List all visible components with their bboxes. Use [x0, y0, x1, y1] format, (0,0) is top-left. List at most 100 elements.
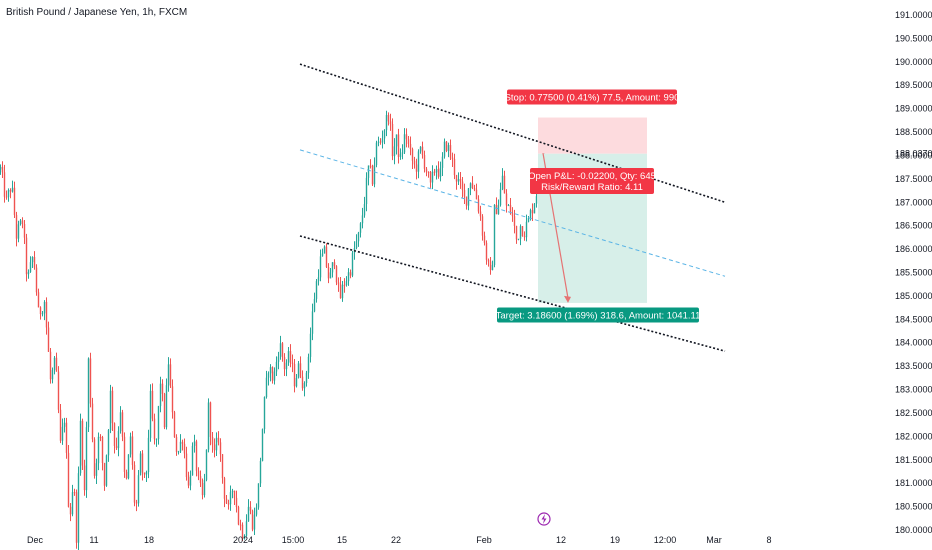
candle-body [197, 470, 200, 477]
candle-body [531, 210, 534, 214]
time-tick-label: 19 [610, 535, 620, 545]
candle-body [155, 439, 158, 441]
candle-body [423, 155, 426, 169]
candle-body [375, 142, 378, 165]
candle-body [11, 187, 14, 192]
candle-body [527, 218, 530, 222]
candle-body [461, 181, 464, 191]
time-axis[interactable]: Dec 11 18 2024 15:00 15 22 Feb 12 19 12:00 Mar 8 [27, 535, 772, 545]
candle-body [109, 390, 112, 431]
candle-body [467, 188, 470, 206]
candle-body [363, 204, 366, 216]
candle-body [143, 472, 146, 475]
candle-body [287, 351, 290, 363]
event-marker[interactable] [537, 512, 551, 526]
price-tick-label: 181.00000 [895, 478, 932, 488]
candle-body [137, 475, 140, 504]
candle-body [401, 152, 404, 154]
candle-body [229, 492, 232, 505]
candle-body [199, 476, 202, 483]
candle-body [111, 390, 114, 424]
candle-body [327, 267, 330, 279]
candle-body [43, 301, 46, 314]
stop-zone[interactable] [538, 117, 647, 154]
candle-body [475, 189, 478, 200]
candle-body [95, 463, 98, 476]
candle-body [85, 427, 88, 491]
candle-body [225, 498, 228, 504]
candle-body [299, 363, 302, 377]
pnl-label-text: Open P&L: -0.02200, Qty: 645 [528, 171, 656, 182]
price-tick-label: 190.00000 [895, 57, 932, 67]
candle-body [369, 165, 372, 167]
candle-body [485, 242, 488, 260]
candle-body [483, 235, 486, 243]
price-tick-label: 180.00000 [895, 525, 932, 535]
candle-body [103, 462, 106, 486]
candle-body [207, 402, 210, 450]
candle-body [0, 166, 2, 170]
candle-body [277, 356, 280, 362]
price-tick-label: 185.00000 [895, 291, 932, 301]
candle-body [201, 482, 204, 496]
candle-body [7, 189, 10, 197]
candle-body [315, 281, 318, 299]
candle-body [35, 267, 38, 293]
candle-body [191, 445, 194, 476]
channel-mid-line[interactable] [299, 149, 726, 277]
candle-body [493, 204, 496, 265]
candle-body [311, 311, 314, 334]
candle-body [303, 383, 306, 389]
candle-body [37, 292, 40, 308]
target-label[interactable]: Target: 3.18600 (1.69%) 318.6, Amount: 1… [496, 307, 701, 323]
candle-body [383, 130, 386, 139]
candle-body [309, 333, 312, 357]
candle-body [439, 167, 442, 177]
stop-label[interactable]: Stop: 0.77500 (0.41%) 77.5, Amount: 990 [505, 89, 680, 105]
candle-body [377, 141, 380, 143]
candle-body [153, 418, 156, 440]
price-tick-label: 184.00000 [895, 338, 932, 348]
candle-body [17, 224, 20, 239]
candle-body [127, 454, 130, 479]
candle-body [495, 204, 498, 215]
price-tick-label: 191.00000 [895, 10, 932, 20]
candle-body [425, 168, 428, 172]
candle-body [261, 429, 264, 461]
candle-body [489, 261, 492, 271]
candle-body [399, 153, 402, 157]
candle-body [333, 262, 336, 267]
candle-body [51, 370, 54, 380]
candle-body [355, 241, 358, 248]
candle-body [319, 256, 322, 278]
candle-body [473, 188, 476, 190]
channel-upper-line[interactable] [299, 63, 726, 204]
candle-body [159, 383, 162, 407]
candle-body [471, 183, 474, 189]
channel-lower-line[interactable] [299, 235, 726, 352]
candle-body [323, 246, 326, 254]
pnl-label[interactable]: Open P&L: -0.02200, Qty: 645Risk/Reward … [528, 168, 656, 194]
candle-body [275, 361, 278, 372]
price-tick-label: 181.50000 [895, 455, 932, 465]
candle-body [29, 262, 32, 272]
stop-label-bg [507, 89, 677, 105]
candle-body [329, 272, 332, 279]
candle-body [171, 386, 174, 413]
candle-body [99, 436, 102, 438]
candle-body [291, 362, 294, 364]
candle-body [419, 146, 422, 152]
candle-body [339, 284, 342, 299]
candle-body [525, 221, 528, 238]
candle-body [529, 210, 532, 219]
candle-body [445, 141, 448, 152]
candle-body [193, 441, 196, 446]
candle-body [515, 225, 518, 240]
candle-body [211, 436, 214, 445]
candle-body [255, 507, 258, 515]
price-axis[interactable]: 191.00000 190.50000 190.00000 189.50000 189.… [895, 10, 932, 535]
candle-body [161, 383, 164, 394]
candle-body [67, 452, 70, 507]
candle-body [365, 177, 368, 205]
